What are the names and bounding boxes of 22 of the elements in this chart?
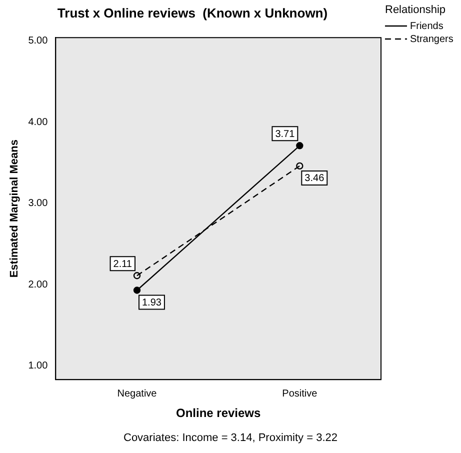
y-tick-label: 3.00 <box>28 198 48 210</box>
point <box>296 162 304 170</box>
data-label: 1.93 <box>142 297 162 308</box>
point <box>296 142 304 150</box>
point <box>133 286 141 294</box>
y-axis-title: Estimated Marginal Means <box>8 140 21 278</box>
x-tick-label: Negative <box>117 388 158 400</box>
data-label: 3.71 <box>275 128 296 140</box>
y-tick-label: 4.00 <box>28 116 48 128</box>
data-label: 3.46 <box>304 173 325 184</box>
y-tick-label: 1.00 <box>28 360 48 372</box>
legend-label: Friends <box>410 20 444 32</box>
legend-title: Relationship <box>385 4 446 16</box>
text: Covariates: Income = 3.14, Proximity = 3.22 <box>122 432 338 444</box>
data-label: 2.11 <box>113 258 132 270</box>
x-axis-title: Online reviews <box>176 406 262 420</box>
y-tick-label: 2.00 <box>28 279 48 290</box>
y-tick-label: 5.00 <box>28 36 48 47</box>
chart-title: Trust x Online reviews (Known x Unknown) <box>57 5 328 20</box>
legend-label: Strangers <box>410 34 454 45</box>
x-tick-label: Positive <box>282 388 318 400</box>
point <box>133 272 141 280</box>
